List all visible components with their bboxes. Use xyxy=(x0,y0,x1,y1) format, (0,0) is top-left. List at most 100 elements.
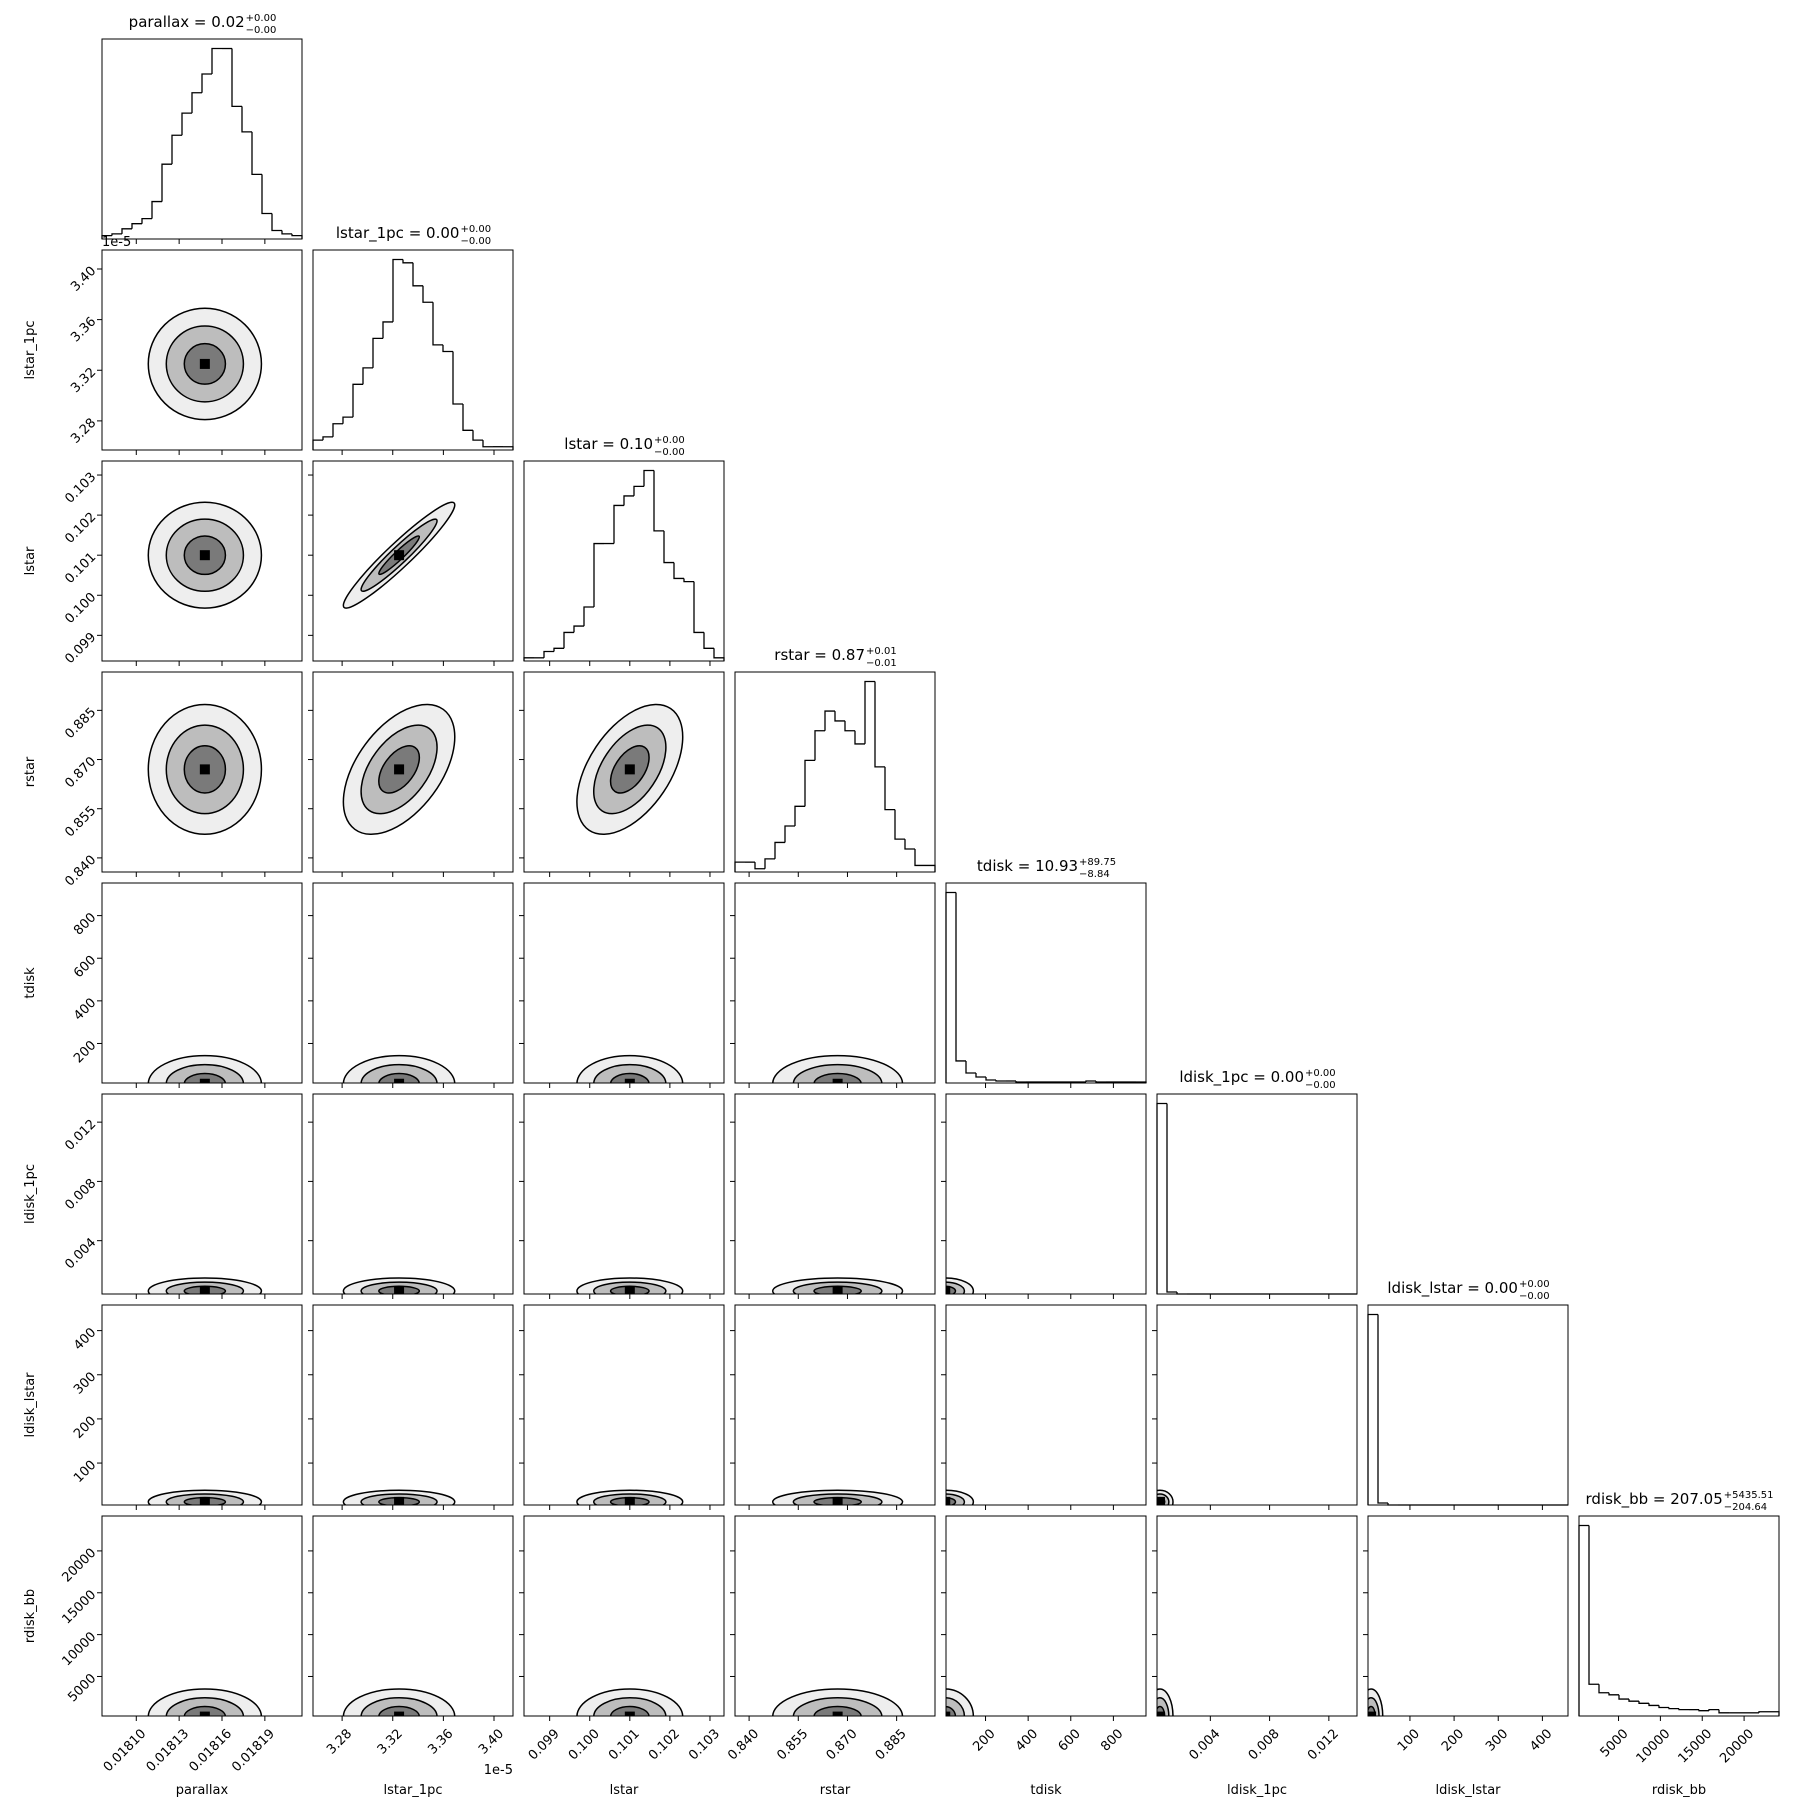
histogram-step xyxy=(663,530,674,564)
density-peak xyxy=(832,1078,843,1083)
density-contour xyxy=(609,1072,650,1083)
panel-frame xyxy=(1156,1515,1358,1717)
histogram-step xyxy=(1769,1711,1780,1716)
panel-title: lstar = 0.10 xyxy=(564,435,653,453)
x-tick-label: 3.40 xyxy=(476,1726,507,1757)
x-tick-label: 0.855 xyxy=(774,1726,811,1763)
x-tick-label: 0.870 xyxy=(824,1726,861,1763)
panel-frame xyxy=(945,1093,1147,1295)
histogram-step xyxy=(543,650,554,658)
panel xyxy=(946,1489,975,1505)
density-contour xyxy=(165,1063,245,1083)
x-tick-label: 0.100 xyxy=(566,1726,603,1763)
histogram-step xyxy=(613,504,624,544)
panel-frame xyxy=(523,1093,725,1295)
density-peak xyxy=(832,1496,843,1505)
title-plus: +0.00 xyxy=(1305,1068,1336,1079)
histogram-step xyxy=(392,258,403,322)
histogram-step xyxy=(1758,1711,1769,1713)
histogram-step xyxy=(422,285,433,303)
y-tick-label: 0.004 xyxy=(62,1235,99,1272)
y-tick-label: 400 xyxy=(71,996,99,1024)
histogram-step xyxy=(553,647,564,652)
histogram-step xyxy=(834,711,845,722)
x-tick-label: 3.28 xyxy=(324,1726,355,1757)
x-tick-label: 100 xyxy=(1395,1726,1423,1754)
y-axis-label: lstar xyxy=(23,546,38,575)
panel xyxy=(576,1054,684,1083)
density-contour xyxy=(1368,1705,1377,1716)
y-tick-label: 200 xyxy=(71,1038,99,1066)
x-tick-label: 200 xyxy=(1439,1726,1467,1754)
y-axis-label: lstar_1pc xyxy=(23,321,38,380)
density-peak xyxy=(199,358,210,369)
y-tick-label: 10000 xyxy=(59,1629,99,1669)
histogram-step xyxy=(412,262,423,287)
histogram-step xyxy=(442,344,453,353)
y-tick-label: 15000 xyxy=(59,1587,99,1627)
density-contour xyxy=(183,1072,227,1083)
histogram-step xyxy=(1618,1694,1629,1700)
density-contour xyxy=(609,1705,650,1716)
density-peak xyxy=(1157,1496,1165,1505)
histogram-step xyxy=(482,440,493,448)
histogram-step xyxy=(312,439,323,450)
density-contour xyxy=(1157,1697,1170,1716)
histogram-step xyxy=(462,404,473,431)
panel-frame xyxy=(312,1093,514,1295)
histogram-step xyxy=(683,578,694,583)
x-tick-label: 0.840 xyxy=(725,1726,762,1763)
panel xyxy=(342,703,456,836)
x-tick-label: 0.099 xyxy=(526,1726,563,1763)
density-contour xyxy=(946,1705,957,1716)
offset-text: 1e-5 xyxy=(102,235,131,250)
histogram-step xyxy=(432,302,443,346)
panel-title: ldisk_1pc = 0.00 xyxy=(1179,1068,1304,1087)
panel xyxy=(147,501,263,609)
panel-frame xyxy=(101,249,303,451)
panel-frame xyxy=(101,1304,303,1506)
density-peak xyxy=(199,1711,210,1716)
density-contour xyxy=(378,1705,421,1716)
panel-frame xyxy=(312,460,514,662)
histogram-step xyxy=(673,562,684,580)
histogram-step xyxy=(271,213,282,232)
y-tick-label: 0.099 xyxy=(62,630,99,667)
histogram-step xyxy=(734,861,745,872)
histogram-step xyxy=(332,423,343,437)
histogram-step xyxy=(955,892,966,1062)
density-contour xyxy=(813,1705,862,1716)
y-tick-label: 3.36 xyxy=(68,314,99,345)
panel xyxy=(342,1277,456,1294)
histogram-step xyxy=(452,351,463,405)
density-peak xyxy=(624,764,635,775)
histogram-step xyxy=(904,839,915,850)
panel xyxy=(771,1054,904,1083)
panel-frame xyxy=(1156,1304,1358,1506)
histogram-step xyxy=(151,200,162,219)
panel-title: rstar = 0.87 xyxy=(774,646,865,664)
y-tick-label: 20000 xyxy=(59,1546,99,1586)
x-axis-label: rdisk_bb xyxy=(1652,1783,1706,1798)
histogram-step xyxy=(563,631,574,649)
histogram-step xyxy=(1377,1314,1388,1504)
title-minus: −0.00 xyxy=(654,447,685,458)
histogram-step xyxy=(1638,1701,1649,1704)
y-axis-label: rdisk_bb xyxy=(23,1589,38,1643)
histogram-step xyxy=(201,73,212,93)
histogram-step xyxy=(1598,1684,1609,1694)
density-contour xyxy=(792,1697,883,1716)
histogram-step xyxy=(171,134,182,165)
density-contour xyxy=(946,1697,966,1716)
title-minus: −204.64 xyxy=(1724,1502,1767,1513)
density-peak xyxy=(199,1286,210,1294)
histogram-step xyxy=(111,233,122,236)
panel-frame xyxy=(1367,1304,1569,1506)
x-tick-label: 0.885 xyxy=(873,1726,910,1763)
panel xyxy=(576,1489,684,1505)
panel xyxy=(342,1688,456,1716)
histogram-step xyxy=(1367,1313,1378,1505)
histogram-step xyxy=(261,174,272,215)
histogram-step xyxy=(583,606,594,627)
